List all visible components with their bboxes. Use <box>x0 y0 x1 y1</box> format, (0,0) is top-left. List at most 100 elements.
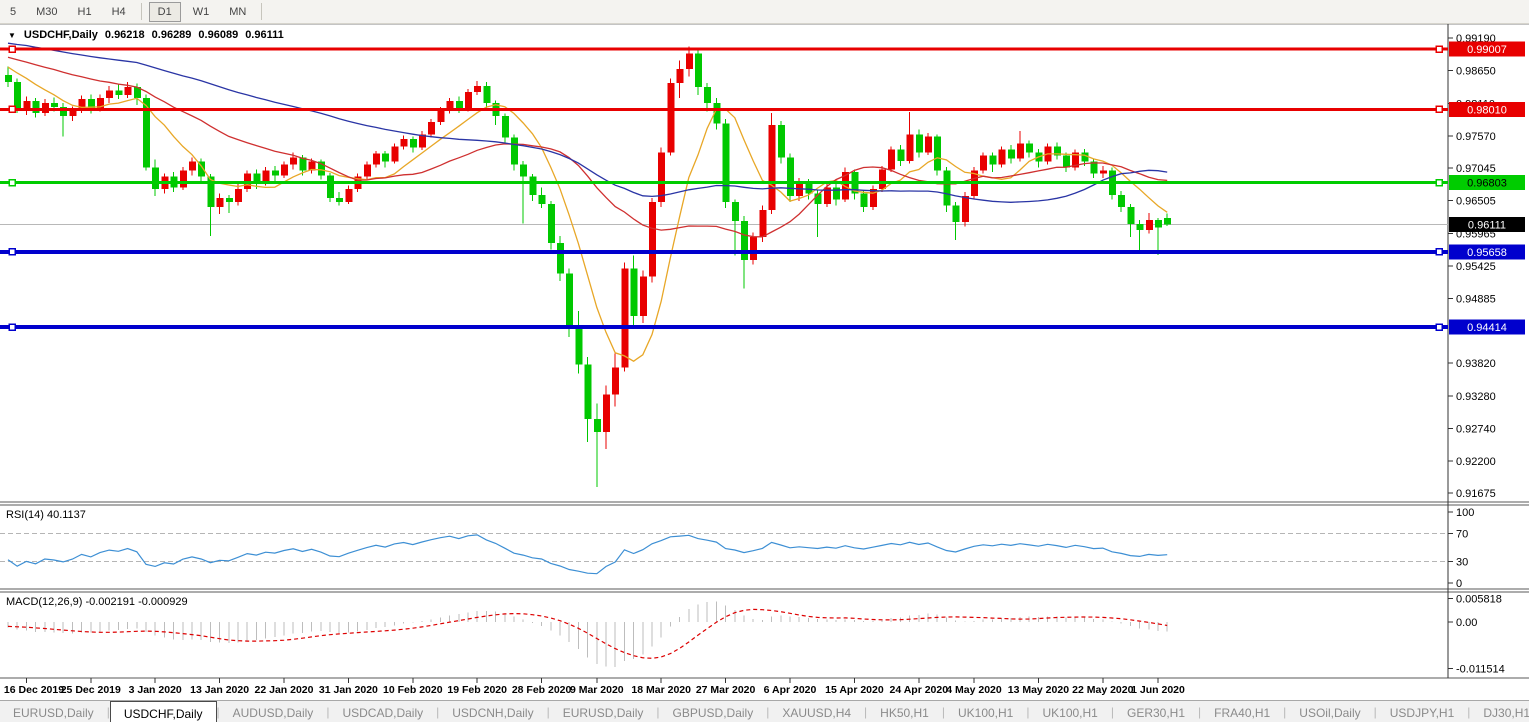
candle-body <box>391 146 399 162</box>
rsi-indicator-label: RSI(14) 40.1137 <box>6 509 86 521</box>
tab-separator: | <box>1373 704 1377 719</box>
price-axis-label: 0.91675 <box>1456 488 1496 500</box>
candle-body <box>906 134 914 161</box>
tab-separator: | <box>216 704 220 719</box>
candle-body <box>382 153 390 162</box>
candle-body <box>1026 143 1034 153</box>
price-badge-0.98010 <box>1449 101 1525 117</box>
chart-symbol-label: USDCHF,Daily <box>23 29 98 41</box>
timeframe-button-h1[interactable]: H1 <box>77 5 92 18</box>
level-handle[interactable] <box>1435 45 1443 53</box>
candle-body <box>235 188 242 203</box>
date-axis-label: 19 Feb 2020 <box>447 684 507 696</box>
chart-tab-uk100-10[interactable]: UK100,H1 <box>1042 706 1098 720</box>
candle-body <box>575 328 583 365</box>
level-handle[interactable] <box>8 45 16 53</box>
chart-tab-gbpusd-6[interactable]: GBPUSD,Daily <box>672 706 754 720</box>
candle-body <box>143 97 150 168</box>
ohlc-low-value: 0.96089 <box>198 29 239 41</box>
candle-body <box>676 68 684 83</box>
level-handle[interactable] <box>8 178 16 187</box>
candle-body <box>869 188 877 207</box>
candle-body <box>566 273 574 329</box>
chart-tab-ger30-11[interactable]: GER30,H1 <box>1126 706 1186 720</box>
candle-body <box>5 74 12 83</box>
ohlc-open-value: 0.96218 <box>104 29 145 41</box>
date-axis-label: 10 Feb 2020 <box>383 684 443 696</box>
chart-tab-usdcnh-4[interactable]: USDCNH,Daily <box>452 706 534 720</box>
chart-tab-usdcad-3[interactable]: USDCAD,Daily <box>342 706 424 720</box>
candle-body <box>152 167 160 189</box>
candle-body <box>584 364 592 419</box>
chart-tab-xauusd-7[interactable]: XAUUSD,H4 <box>782 706 852 720</box>
level-handle[interactable] <box>8 248 16 256</box>
rsi-axis-label: 100 <box>1456 507 1474 519</box>
candle-body <box>741 220 748 261</box>
candle-body <box>327 175 334 198</box>
price-badge-label: 0.94414 <box>1467 322 1507 334</box>
chart-tab-usdchf-1[interactable]: USDCHF,Daily <box>109 701 217 722</box>
chart-tab-hk50-8[interactable]: HK50,H1 <box>880 706 929 720</box>
candle-body <box>373 153 380 165</box>
chart-tab-dj30-15[interactable]: DJ30,H1 <box>1483 706 1529 720</box>
chart-tab-uk100-9[interactable]: UK100,H1 <box>957 706 1014 720</box>
ohlc-close-value: 0.96111 <box>245 29 284 41</box>
toolbar-separator <box>140 3 142 20</box>
chart-tab-fra40-12[interactable]: FRA40,H1 <box>1214 706 1271 720</box>
candle-body <box>78 99 86 111</box>
candle-body <box>225 197 233 203</box>
timeframe-button-5[interactable]: 5 <box>10 5 17 18</box>
candle-body <box>547 203 555 244</box>
chart-tab-eurusd-0[interactable]: EURUSD,Daily <box>13 706 94 720</box>
candle-body <box>961 196 969 223</box>
candle-body <box>713 102 721 124</box>
candle-body <box>124 87 132 95</box>
level-handle[interactable] <box>8 105 16 114</box>
tab-separator: | <box>106 704 110 719</box>
candle-body <box>639 276 647 316</box>
candle-body <box>1136 223 1144 230</box>
tab-separator: | <box>1198 704 1202 719</box>
timeframe-button-w1[interactable]: W1 <box>192 5 210 18</box>
timeframe-button-m30[interactable]: M30 <box>36 5 58 18</box>
timeframe-button-d1[interactable]: D1 <box>148 1 181 22</box>
candle-body <box>262 170 270 183</box>
candle-body <box>538 194 546 204</box>
tab-separator: | <box>546 704 550 719</box>
price-badge-label: 0.98010 <box>1467 104 1507 116</box>
candle-body <box>281 164 288 176</box>
timeframe-button-h4[interactable]: H4 <box>111 5 126 18</box>
candle-body <box>704 87 712 103</box>
level-handle[interactable] <box>1435 323 1443 331</box>
candle-body <box>768 125 776 210</box>
candle-body <box>1099 170 1107 174</box>
tab-separator: | <box>326 704 330 719</box>
level-handle[interactable] <box>1435 178 1443 187</box>
chart-tab-usdjpy-14[interactable]: USDJPY,H1 <box>1389 706 1455 720</box>
candle-body <box>787 157 794 197</box>
candle-body <box>1155 220 1162 228</box>
chart-dropdown-icon[interactable]: ▼ <box>8 30 16 40</box>
price-axis-label: 0.93280 <box>1456 391 1496 403</box>
candle-body <box>465 91 472 109</box>
date-axis-label: 24 Apr 2020 <box>890 684 949 696</box>
price-axis-label: 0.94885 <box>1456 294 1496 306</box>
date-axis-label: 9 Mar 2020 <box>570 684 624 696</box>
level-handle[interactable] <box>8 323 16 331</box>
chart-title: ▼ USDCHF,Daily 0.96218 0.96289 0.96089 0… <box>8 29 284 41</box>
level-handle[interactable] <box>1435 105 1443 114</box>
chart-tab-eurusd-5[interactable]: EURUSD,Daily <box>562 706 644 720</box>
candle-body <box>667 82 675 153</box>
candle-body <box>1053 146 1061 156</box>
candle-body <box>51 102 58 108</box>
chart-tab-audusd-2[interactable]: AUDUSD,Daily <box>232 706 314 720</box>
date-axis-label: 15 Apr 2020 <box>825 684 884 696</box>
candle-body <box>989 155 997 165</box>
candle-body <box>271 170 279 176</box>
level-handle[interactable] <box>1435 248 1443 256</box>
price-badge-0.99007 <box>1449 41 1525 57</box>
chart-tab-usoil-13[interactable]: USOil,Daily <box>1299 706 1361 720</box>
timeframe-button-mn[interactable]: MN <box>229 5 247 18</box>
